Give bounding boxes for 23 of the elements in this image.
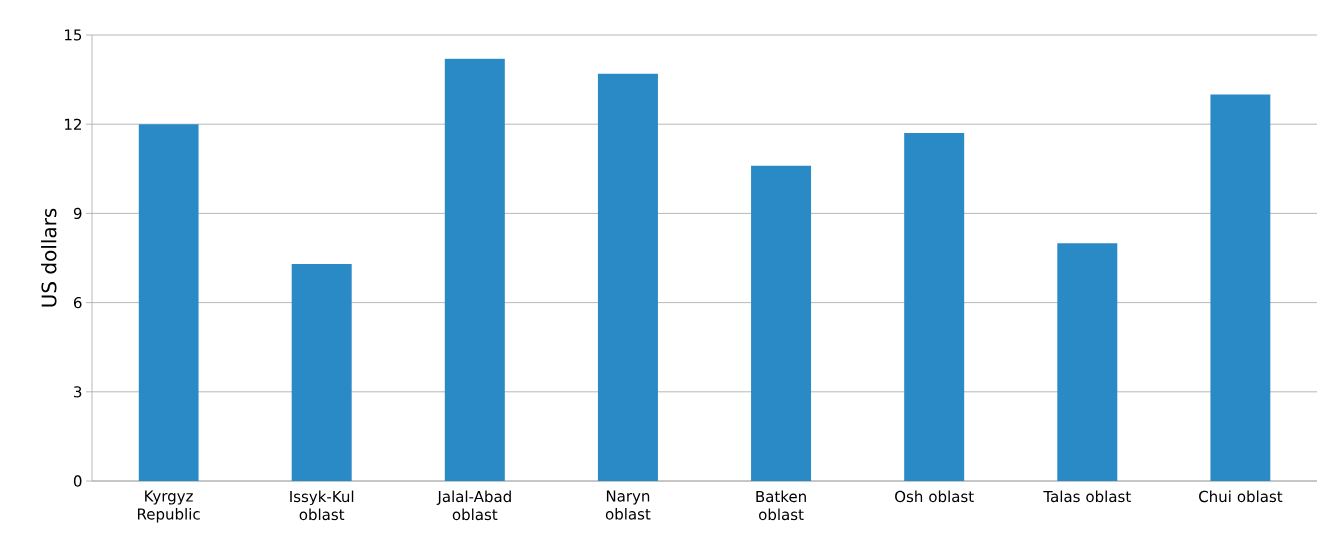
bar — [1057, 243, 1118, 481]
bar — [138, 124, 199, 481]
y-axis-title: US dollars — [41, 208, 57, 307]
y-tick-label: 12 — [65, 118, 81, 130]
bar — [904, 133, 965, 481]
bar — [444, 58, 505, 481]
bar — [1210, 94, 1271, 481]
y-tick-label: 3 — [74, 386, 82, 398]
x-tick-label: Batken oblast — [756, 490, 806, 521]
x-tick-label: Osh oblast — [895, 490, 974, 503]
x-tick-label: Kyrgyz Republic — [137, 490, 200, 523]
x-tick-label: Naryn oblast — [605, 490, 651, 520]
x-tick-label: Jalal-Abad oblast — [436, 490, 511, 521]
bar — [597, 73, 658, 481]
bar — [751, 165, 812, 481]
y-tick-label: 9 — [73, 207, 82, 220]
x-tick-label: Issyk-Kul oblast — [290, 490, 354, 521]
x-tick-label: Chui oblast — [1199, 490, 1283, 503]
y-tick-label: 15 — [65, 29, 82, 41]
y-tick-label: 6 — [73, 296, 82, 309]
y-tick-label: 0 — [73, 475, 82, 487]
x-tick-label: Talas oblast — [1043, 490, 1131, 503]
bar — [291, 263, 352, 481]
